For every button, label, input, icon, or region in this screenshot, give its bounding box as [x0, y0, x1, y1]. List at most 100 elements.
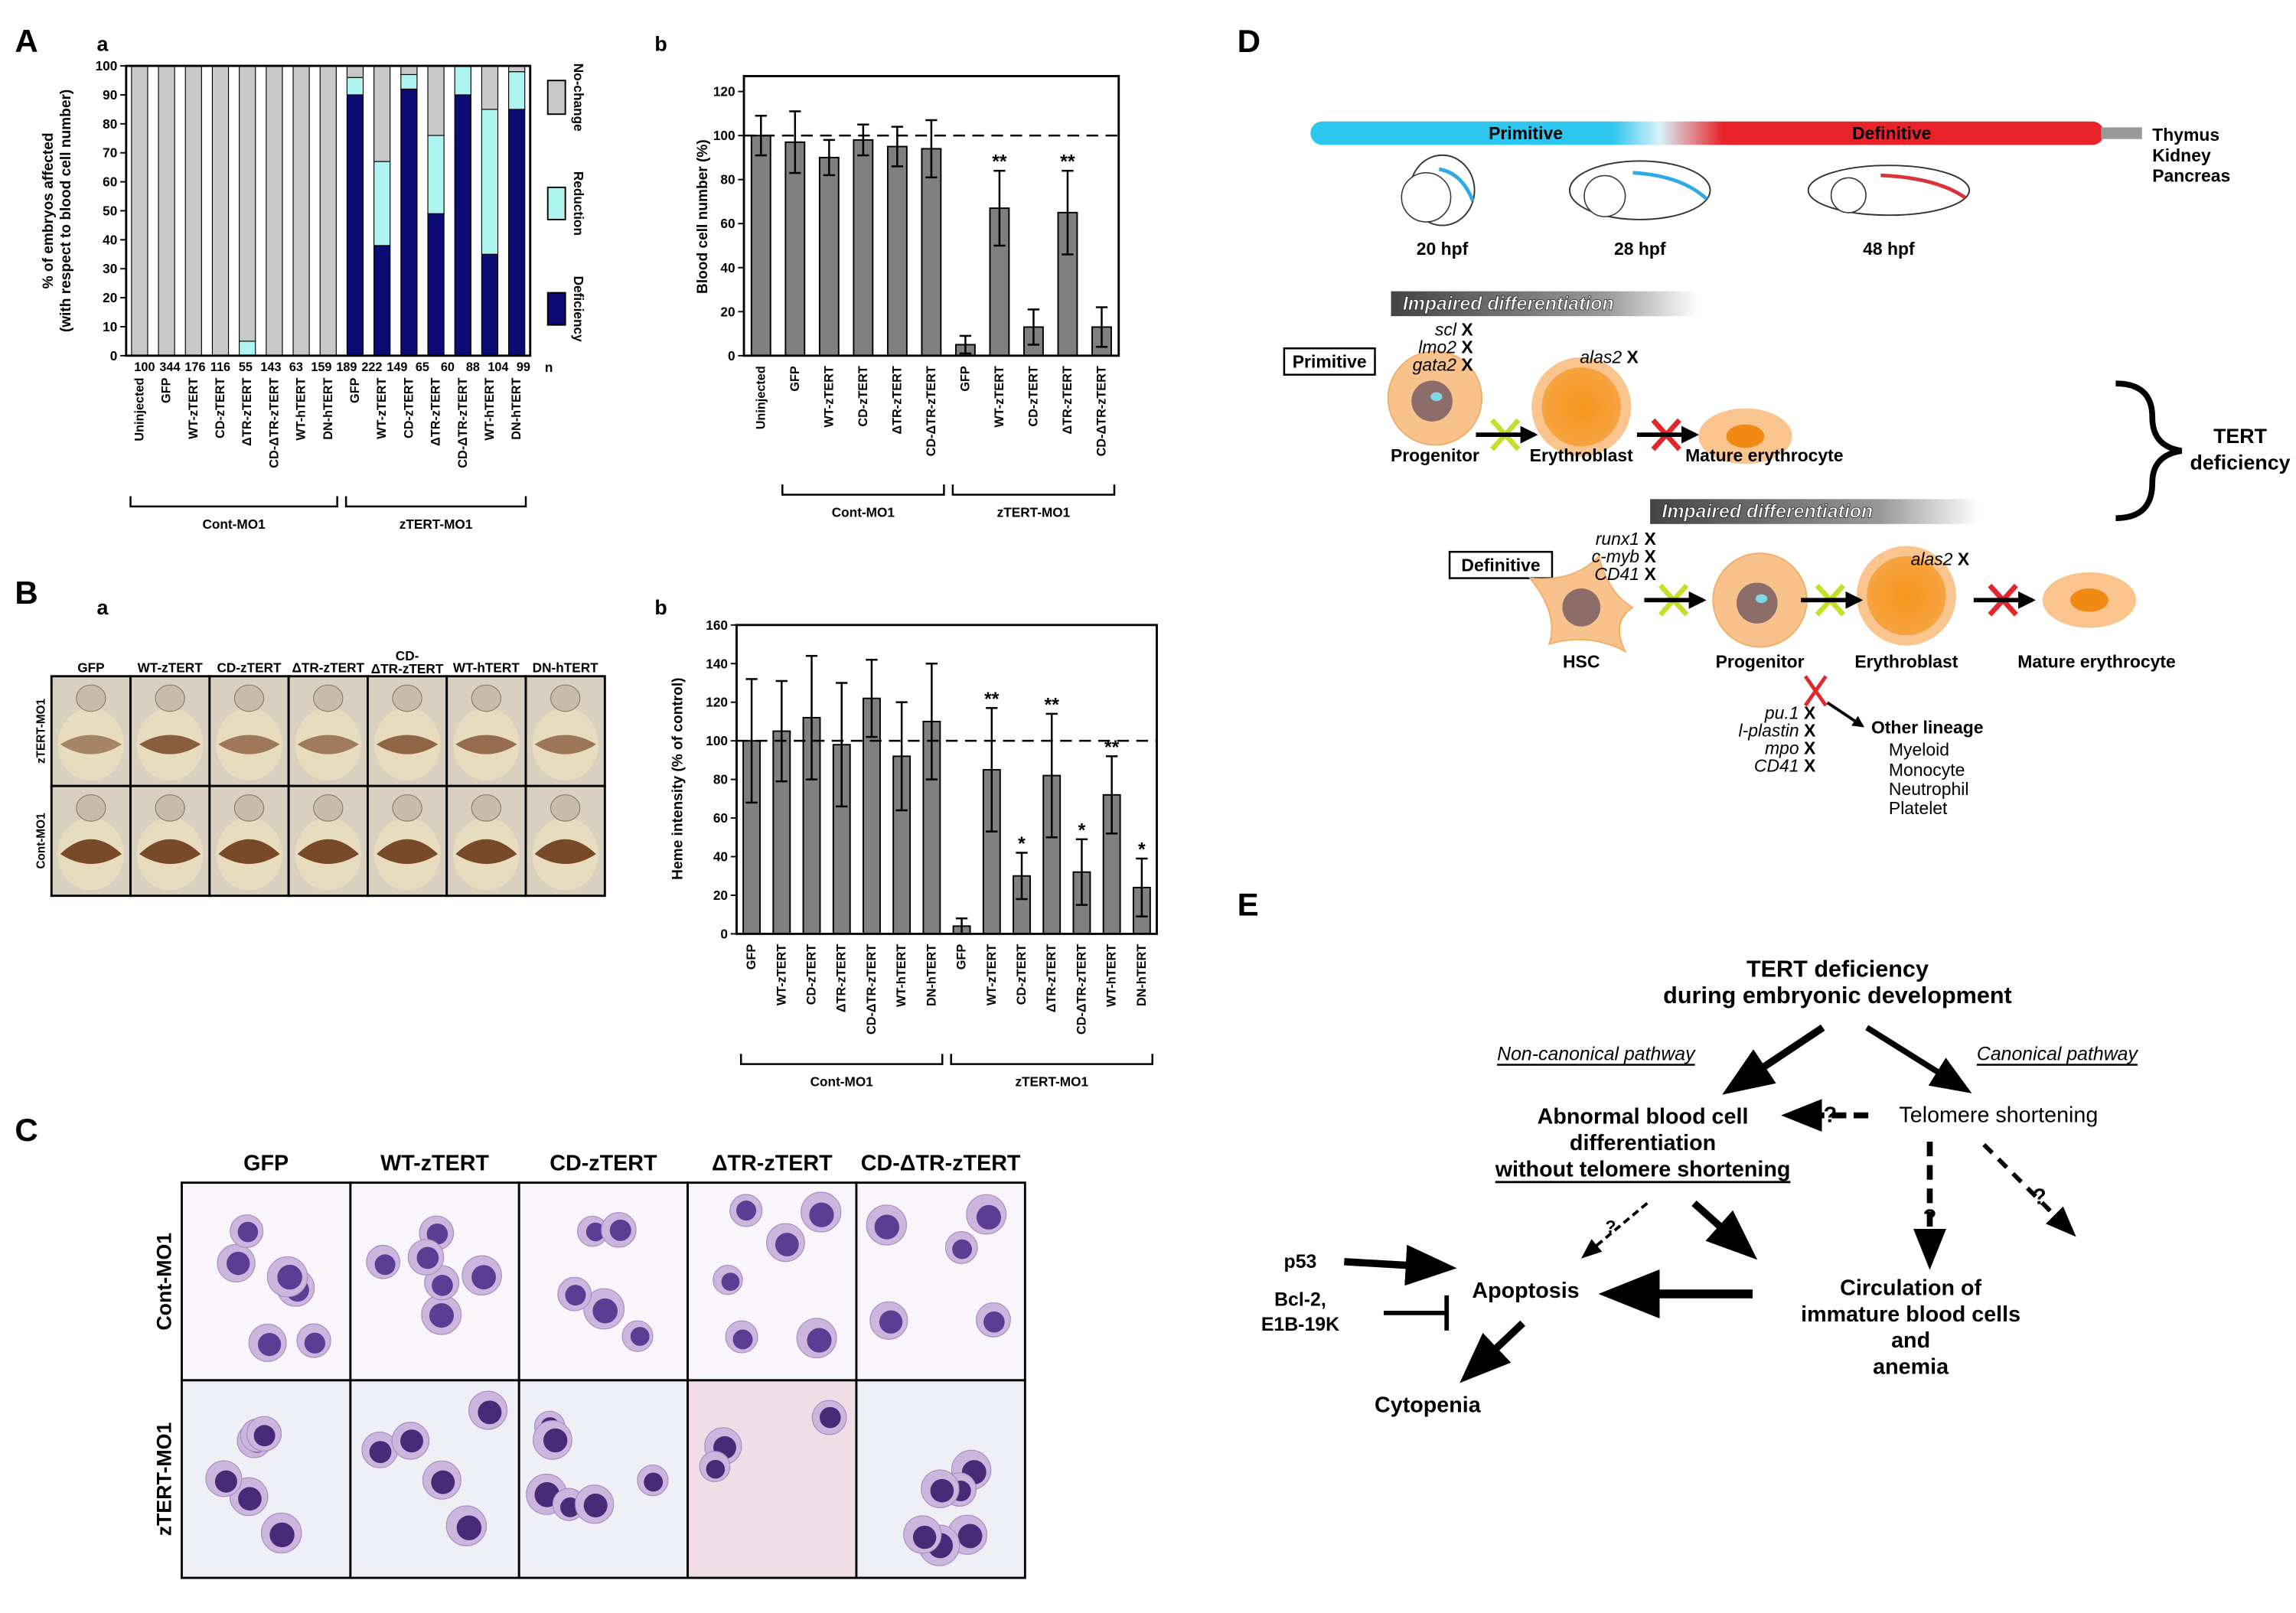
x-tick-label: GFP	[348, 377, 362, 403]
column-header: CD-ΔTR-zTERT	[861, 1152, 1021, 1176]
flow-text: Bcl-2,	[1274, 1289, 1326, 1311]
panel-label: b	[654, 596, 667, 619]
lineage-title: Other lineage	[1871, 718, 1984, 738]
panel-label: A	[15, 23, 38, 59]
cell-nucleus	[565, 1285, 586, 1306]
cell-nucleus	[983, 1311, 1005, 1333]
gene-name: CD41	[1594, 564, 1639, 584]
y-tick-label: 40	[103, 232, 117, 247]
gene-name: l-plastin	[1739, 721, 1799, 741]
cell-photo	[517, 1181, 690, 1382]
bar-segment	[454, 94, 471, 357]
n-value: 116	[210, 360, 230, 374]
group-label: zTERT-MO1	[997, 505, 1071, 520]
cell-nucleus	[369, 1441, 392, 1464]
bar-segment	[292, 65, 310, 357]
nucleus	[1562, 588, 1601, 627]
cell-nucleus	[912, 1525, 937, 1549]
nucleolus	[1430, 392, 1443, 402]
embryo-heme	[534, 735, 596, 754]
embryo-heme	[218, 735, 280, 754]
y-axis-label: (with respect to blood cell number)	[58, 90, 74, 332]
group-bracket	[951, 484, 1116, 496]
x-tick-label: ΔTR-zTERT	[1061, 366, 1075, 434]
bar-segment	[481, 253, 499, 357]
stage-label: Primitive	[1489, 123, 1563, 143]
cell-nucleus	[416, 1246, 439, 1269]
x-tick-label: DN-hTERT	[925, 944, 938, 1006]
nucleus	[1736, 582, 1778, 624]
cell-label: Progenitor	[1391, 445, 1479, 465]
n-value: 149	[386, 360, 407, 374]
lineage-item: Neutrophil	[1889, 779, 1969, 799]
vessel	[1632, 171, 1708, 200]
legend-swatch	[546, 186, 566, 220]
flow-text: ?	[1605, 1217, 1616, 1237]
bar-segment	[508, 109, 526, 357]
gene-label: gata2 X	[1413, 354, 1474, 374]
significance: **	[1045, 694, 1060, 715]
embryo-heme	[139, 839, 201, 865]
bar-segment	[400, 73, 418, 90]
plot-frame	[735, 624, 1158, 935]
bar-segment	[400, 88, 418, 357]
brace	[2115, 380, 2183, 521]
x-tick-label: WT-hTERT	[1105, 944, 1119, 1007]
gene-name: scl	[1435, 319, 1457, 339]
embryo-heme	[376, 839, 439, 865]
bar-segment	[346, 77, 364, 96]
gene-name: gata2	[1413, 354, 1457, 374]
stage-box-label: Primitive	[1293, 351, 1367, 371]
y-tick-label: 40	[720, 260, 735, 275]
y-tick-label: 80	[103, 116, 117, 132]
panel-label: b	[654, 32, 667, 55]
panel-label: B	[15, 575, 38, 611]
n-value: 55	[239, 360, 253, 374]
flow-text: without telomere shortening	[1495, 1157, 1791, 1181]
x-tick-label: Uninjected	[754, 366, 768, 429]
embryo-head	[471, 684, 502, 712]
n-value: 222	[361, 360, 382, 374]
group-bracket	[950, 1054, 1153, 1065]
lineage-item: Platelet	[1889, 798, 1948, 818]
gene-label: scl X	[1435, 319, 1473, 339]
n-label: n	[545, 360, 553, 375]
gene-label: CD41 X	[1754, 755, 1816, 775]
embryo-heme	[534, 839, 596, 865]
column-header: ΔTR-zTERT	[712, 1152, 833, 1176]
embryo-head	[313, 794, 344, 822]
cell-nucleus	[277, 1264, 302, 1290]
cell-nucleus	[952, 1239, 973, 1259]
cell-nucleus	[456, 1515, 482, 1540]
bar-segment	[481, 109, 499, 255]
x-tick-label: CD-zTERT	[1015, 944, 1029, 1005]
y-tick-label: 80	[713, 772, 728, 787]
cell-nucleus	[732, 1329, 753, 1350]
stage-box-label: Definitive	[1461, 555, 1540, 575]
gene-label: pu.1 X	[1764, 703, 1816, 723]
gene-name: pu.1	[1764, 703, 1799, 723]
gene-label: alas2 X	[1911, 549, 1970, 569]
legend-swatch	[546, 80, 566, 116]
gene-label: runx1 X	[1596, 529, 1657, 549]
cell-label: Progenitor	[1716, 652, 1805, 672]
flow-text: Canonical pathway	[1977, 1043, 2139, 1064]
flow-text: differentiation	[1570, 1131, 1716, 1155]
n-value: 344	[159, 360, 180, 374]
x-tick-label: WT-zTERT	[993, 366, 1006, 427]
bar-segment	[158, 65, 175, 357]
legend-label: Deficiency	[571, 276, 586, 342]
legend-label: Reduction	[571, 171, 586, 236]
bar-segment	[346, 94, 364, 357]
flow-text: Cytopenia	[1375, 1393, 1482, 1417]
vessel	[1880, 173, 1967, 200]
group-bracket	[781, 484, 945, 496]
cell-nucleus	[775, 1233, 799, 1256]
cell-nucleus	[471, 1265, 497, 1290]
cell-nucleus	[706, 1459, 726, 1479]
y-tick-label: 160	[706, 618, 728, 633]
x-tick-label: WT-zTERT	[822, 366, 836, 427]
timepoint-label: 28 hpf	[1614, 239, 1666, 259]
nucleolus	[1755, 594, 1768, 604]
embryo-heme	[60, 839, 122, 865]
